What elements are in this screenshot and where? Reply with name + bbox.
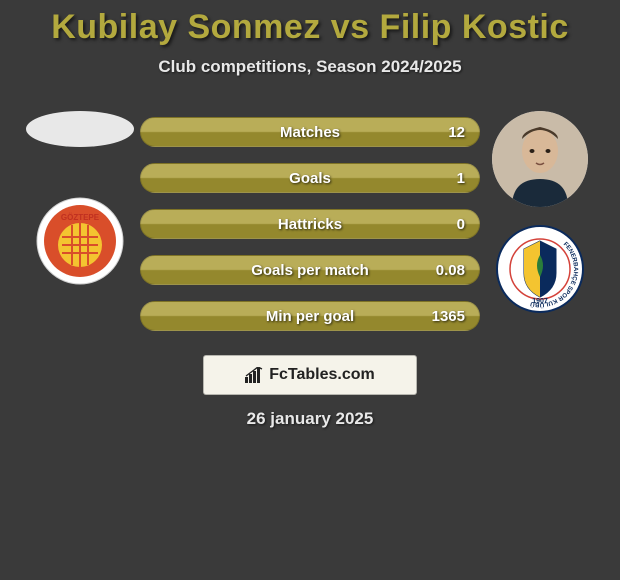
date-line: 26 january 2025	[0, 409, 620, 429]
chart-icon	[245, 367, 265, 383]
stat-label: Goals per match	[251, 262, 369, 279]
stat-bar: Hattricks 0	[140, 209, 480, 239]
stat-label: Min per goal	[266, 308, 354, 325]
fenerbahce-badge-icon: FENERBAHÇE SPOR KULÜBÜ 1907	[496, 225, 584, 313]
fenerbahce-year: 1907	[532, 298, 548, 305]
brand-logo-box: FcTables.com	[203, 355, 417, 395]
player1-name: Kubilay Sonmez	[51, 8, 321, 46]
stat-bars: Matches 12 Goals 1 Hattricks 0 Goals per…	[140, 111, 480, 331]
avatar-placeholder-icon	[492, 111, 588, 207]
stat-value: 12	[448, 124, 465, 141]
stat-bar: Goals per match 0.08	[140, 255, 480, 285]
subtitle: Club competitions, Season 2024/2025	[0, 57, 620, 77]
stat-bar: Matches 12	[140, 117, 480, 147]
stat-value: 0	[457, 216, 465, 233]
stat-label: Matches	[280, 124, 340, 141]
right-column: FENERBAHÇE SPOR KULÜBÜ 1907	[480, 111, 600, 313]
stat-value: 1	[457, 170, 465, 187]
vs-text: vs	[331, 8, 380, 46]
brand-logo: FcTables.com	[245, 366, 375, 384]
stat-label: Hattricks	[278, 216, 342, 233]
stat-value: 0.08	[436, 262, 465, 279]
infographic-card: Kubilay Sonmez vs Filip Kostic Club comp…	[0, 0, 620, 429]
comparison-title: Kubilay Sonmez vs Filip Kostic	[0, 8, 620, 47]
stat-value: 1365	[432, 308, 465, 325]
player2-avatar	[492, 111, 588, 207]
stat-bar: Goals 1	[140, 163, 480, 193]
brand-text: FcTables.com	[269, 366, 375, 384]
left-column: GÖZTEPE	[20, 111, 140, 285]
fenerbahce-badge: FENERBAHÇE SPOR KULÜBÜ 1907	[496, 225, 584, 313]
player1-avatar	[26, 111, 134, 147]
goztepe-badge: GÖZTEPE	[36, 197, 124, 285]
stat-label: Goals	[289, 170, 331, 187]
player2-name: Filip Kostic	[380, 8, 569, 46]
stat-bar: Min per goal 1365	[140, 301, 480, 331]
goztepe-badge-icon: GÖZTEPE	[36, 197, 124, 285]
main-row: GÖZTEPE Matches 12	[0, 111, 620, 331]
goztepe-text: GÖZTEPE	[61, 213, 100, 222]
